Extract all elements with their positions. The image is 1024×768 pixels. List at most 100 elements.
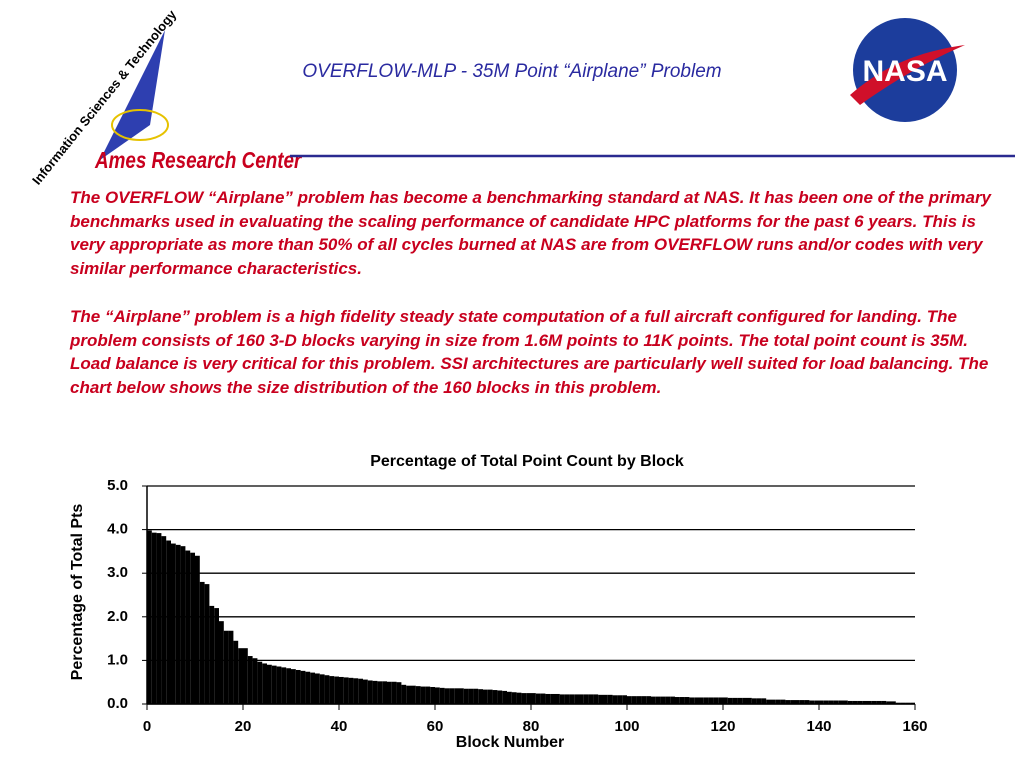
bar <box>267 664 272 704</box>
bar <box>886 701 891 704</box>
bar <box>598 694 603 704</box>
bar <box>708 697 714 704</box>
bar <box>372 680 378 704</box>
bar <box>367 680 373 704</box>
bar <box>660 696 666 704</box>
bar <box>382 681 387 704</box>
bar <box>550 693 555 704</box>
y-tick-label: 0.0 <box>107 695 128 712</box>
bar <box>190 552 195 704</box>
bar <box>358 678 363 704</box>
bar <box>343 677 349 704</box>
bar <box>867 700 872 704</box>
bar <box>502 690 507 704</box>
bar <box>483 689 488 704</box>
bar <box>175 544 181 704</box>
bar <box>219 621 224 704</box>
bar <box>291 669 296 704</box>
bar <box>310 672 315 704</box>
bar <box>276 666 282 704</box>
bar <box>579 694 584 704</box>
bar <box>300 670 306 704</box>
bar <box>636 696 642 704</box>
bar <box>607 694 613 704</box>
bar <box>415 686 421 704</box>
bar <box>468 688 474 704</box>
slide-title: OVERFLOW-MLP - 35M Point “Airplane” Prob… <box>302 61 721 82</box>
bar <box>339 676 344 704</box>
bar <box>156 533 162 704</box>
bar <box>526 693 531 704</box>
bar <box>492 690 498 704</box>
x-axis-label: Block Number <box>456 734 564 751</box>
bar <box>147 530 152 704</box>
y-tick-label: 4.0 <box>107 521 128 538</box>
bar <box>694 697 699 704</box>
bar <box>574 694 579 704</box>
y-tick-label: 1.0 <box>107 651 128 668</box>
bar <box>790 700 795 704</box>
bar <box>271 665 277 704</box>
bar <box>199 581 205 704</box>
bar <box>319 674 325 704</box>
bar <box>564 694 570 704</box>
bar <box>799 700 805 704</box>
bar <box>828 700 834 704</box>
bar <box>425 686 431 704</box>
bar <box>324 675 330 704</box>
bar <box>646 696 651 704</box>
bar <box>679 697 685 704</box>
bar <box>531 693 536 704</box>
logo-orbit <box>111 109 169 141</box>
bar <box>675 697 680 704</box>
bar <box>819 700 824 704</box>
bar <box>761 698 767 704</box>
chart-title: Percentage of Total Point Count by Block <box>370 453 684 470</box>
bar <box>334 676 339 704</box>
bar <box>833 700 839 704</box>
x-tick-label: 80 <box>523 718 540 735</box>
bar <box>286 668 291 704</box>
bar <box>348 677 354 704</box>
bar <box>857 700 863 704</box>
bar <box>521 693 527 704</box>
bar <box>540 693 546 704</box>
bar <box>622 695 627 704</box>
bar <box>507 691 512 704</box>
x-tick-label: 0 <box>143 718 151 735</box>
bar <box>780 699 786 704</box>
bar <box>771 699 776 704</box>
bar <box>411 685 416 704</box>
bar <box>891 701 896 704</box>
bar <box>641 696 647 704</box>
bar <box>699 697 704 704</box>
bar <box>209 605 215 704</box>
bar <box>871 700 877 704</box>
bar <box>727 697 733 704</box>
bar <box>814 700 819 704</box>
bar <box>214 608 219 704</box>
logo-triangle <box>100 30 165 160</box>
nasa-text: NASA <box>862 55 947 88</box>
bar <box>713 697 719 704</box>
bar <box>559 694 565 704</box>
bar <box>257 661 263 704</box>
bar <box>420 686 426 704</box>
y-axis-label: Percentage of Total Pts <box>69 504 86 681</box>
bar <box>838 700 843 704</box>
bar <box>804 700 810 704</box>
bar <box>516 692 522 704</box>
bar <box>353 678 359 704</box>
x-tick-label: 40 <box>331 718 348 735</box>
nasa-swoosh <box>850 45 965 105</box>
bar <box>185 550 191 704</box>
bar <box>487 689 493 704</box>
bar <box>617 695 623 704</box>
bar <box>406 685 411 704</box>
x-tick-label: 160 <box>902 718 927 735</box>
bar <box>444 688 450 704</box>
bar <box>511 692 517 704</box>
bar <box>751 698 757 704</box>
bar <box>430 686 435 704</box>
